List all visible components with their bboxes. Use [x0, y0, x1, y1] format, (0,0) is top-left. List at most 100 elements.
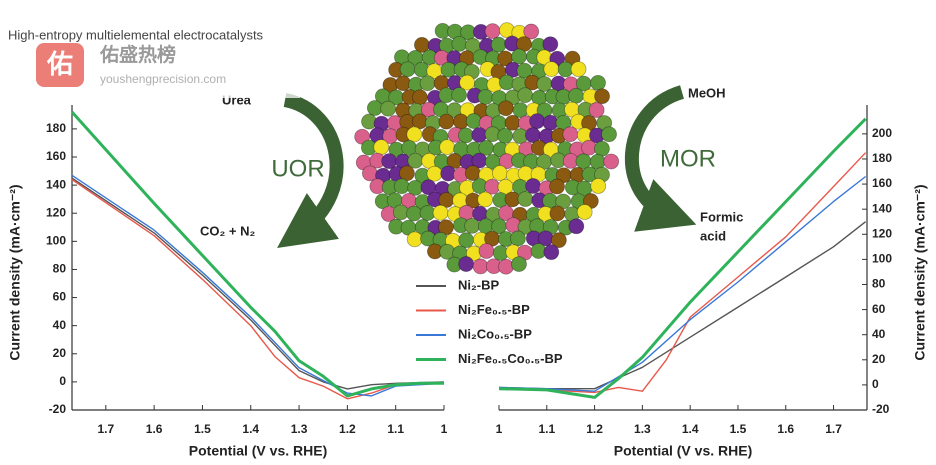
atom — [406, 231, 423, 248]
atom — [511, 256, 527, 272]
atom — [426, 165, 443, 182]
atom — [406, 126, 423, 143]
x-tick-label: 1.1 — [387, 422, 404, 436]
data-line — [71, 177, 445, 390]
y-tick-label: 180 — [46, 121, 66, 135]
atom — [393, 178, 410, 195]
atom — [477, 191, 494, 208]
atom — [477, 89, 494, 105]
data-line — [71, 178, 445, 400]
atom — [570, 61, 587, 78]
y-tick-label: 20 — [872, 352, 886, 366]
x-tick-label: 1.3 — [634, 422, 651, 436]
atom — [542, 36, 559, 53]
atom — [576, 204, 593, 220]
atom — [504, 114, 521, 131]
annotation: acid — [700, 228, 726, 243]
atom — [458, 232, 475, 249]
x-tick-label: 1.7 — [825, 422, 842, 436]
atom — [399, 61, 416, 78]
atom — [536, 102, 553, 119]
atom — [517, 87, 533, 104]
y-tick-label: 100 — [872, 252, 892, 266]
atom — [478, 243, 495, 259]
atom — [590, 178, 607, 194]
annotation: MeOH — [688, 85, 726, 100]
y-tick-label: -20 — [49, 402, 67, 416]
y-tick-label: 140 — [46, 177, 66, 191]
x-tick-label: 1 — [496, 422, 503, 436]
atom — [366, 100, 383, 116]
annotation: UOR — [271, 155, 324, 182]
atom — [439, 139, 456, 155]
atom — [373, 139, 390, 156]
atom — [510, 230, 526, 247]
x-tick-label: 1.4 — [242, 422, 259, 436]
atom — [490, 36, 507, 53]
atom — [464, 218, 480, 234]
x-tick-label: 1.5 — [730, 422, 747, 436]
atom — [594, 88, 610, 105]
y-tick-label: 20 — [53, 346, 67, 360]
y-axis-label: Current density (mA·cm⁻²) — [7, 184, 23, 360]
x-tick-label: 1.7 — [97, 422, 114, 436]
data-line — [498, 175, 867, 392]
y-tick-label: 120 — [872, 226, 892, 240]
atom — [550, 232, 567, 249]
atom — [529, 113, 546, 130]
x-tick-label: 1.6 — [146, 422, 163, 436]
y-tick-label: 0 — [872, 377, 879, 391]
atom — [438, 219, 454, 236]
data-line — [498, 221, 867, 390]
atom — [491, 165, 508, 182]
atom — [399, 165, 415, 182]
y-tick-label: 60 — [53, 290, 67, 304]
atom — [458, 256, 475, 272]
watermark-icon-bg — [36, 43, 84, 87]
watermark-icon: 佑 — [46, 49, 73, 79]
atom — [361, 165, 378, 182]
atom — [380, 100, 397, 117]
atom — [472, 258, 489, 275]
atom — [432, 204, 449, 221]
y-tick-label: 160 — [46, 149, 66, 163]
y-tick-label: 80 — [53, 262, 67, 276]
y-tick-label: 100 — [46, 234, 66, 248]
atom — [517, 191, 534, 207]
atom — [484, 23, 501, 40]
atom — [525, 178, 542, 194]
atom — [459, 74, 476, 91]
legend: Ni₂-BP Ni₂Fe₀.₅-BP Ni₂Co₀.₅-BP Ni₂Fe₀.₅Co₀.… — [416, 277, 563, 366]
x-tick-label: 1.2 — [586, 422, 603, 436]
x-tick-label: 1.5 — [194, 422, 211, 436]
atom — [392, 204, 409, 221]
atom — [451, 35, 468, 52]
atom — [354, 128, 371, 145]
y-tick-label: 200 — [872, 126, 892, 140]
annotation: Formic — [700, 209, 743, 224]
atom — [568, 218, 585, 235]
annotation: CO₂ + N₂ — [200, 223, 255, 238]
legend-label: Ni₂-BP — [458, 277, 499, 292]
y-tick-label: 80 — [872, 277, 886, 291]
atom — [511, 48, 527, 65]
atom — [549, 178, 565, 195]
y-tick-label: 60 — [872, 302, 886, 316]
atom — [603, 153, 620, 170]
atom — [523, 23, 540, 40]
data-line — [70, 110, 444, 398]
watermark-name: 佑盛热榜 — [99, 43, 176, 66]
atom — [407, 152, 424, 169]
legend-label: Ni₂Co₀.₅-BP — [458, 326, 532, 341]
atom — [412, 89, 428, 106]
x-tick-label: 1.1 — [538, 422, 555, 436]
y-tick-label: 160 — [872, 176, 892, 190]
legend-label: Ni₂Fe₀.₅-BP — [458, 302, 530, 317]
y-tick-label: 140 — [872, 201, 892, 215]
y-tick-label: -20 — [872, 402, 890, 416]
y-tick-label: 120 — [46, 205, 66, 219]
watermark-url: youshengprecision.com — [100, 72, 226, 86]
uor-arrow — [277, 93, 344, 249]
atom — [451, 87, 468, 103]
